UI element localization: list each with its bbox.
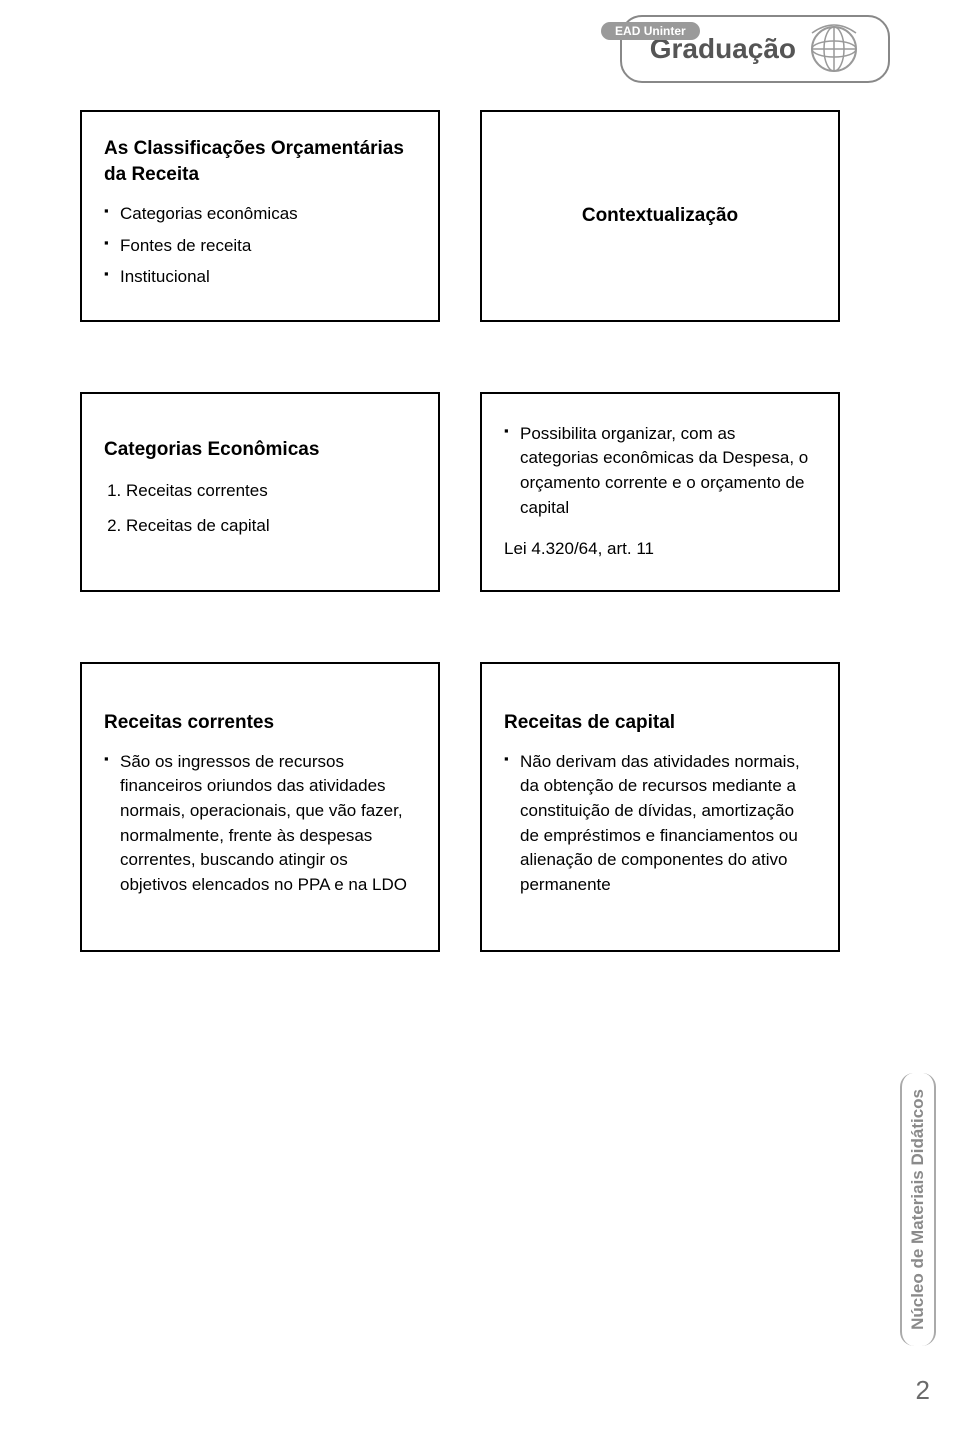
list-item: Receitas correntes — [126, 477, 416, 506]
row-2: Categorias Econômicas Receitas correntes… — [80, 392, 840, 592]
list-item: Receitas de capital — [126, 512, 416, 541]
slides-content: As Classificações Orçamentárias da Recei… — [80, 110, 840, 1022]
list-item: São os ingressos de recursos financeiros… — [104, 750, 416, 898]
page-header: EAD Uninter Graduação — [541, 15, 890, 83]
row-3: Receitas correntes São os ingressos de r… — [80, 662, 840, 952]
box-receitas-correntes: Receitas correntes São os ingressos de r… — [80, 662, 440, 952]
page-number: 2 — [916, 1375, 930, 1406]
list: Não derivam das atividades normais, da o… — [504, 750, 816, 904]
box-title: Contextualização — [504, 205, 816, 227]
list-item: Não derivam das atividades normais, da o… — [504, 750, 816, 898]
box-title: Receitas correntes — [104, 710, 416, 736]
list-item: Categorias econômicas — [104, 201, 416, 227]
row-1: As Classificações Orçamentárias da Recei… — [80, 110, 840, 322]
globe-icon — [808, 23, 860, 75]
ordered-list: Receitas correntes Receitas de capital — [104, 477, 416, 547]
box-receitas-capital: Receitas de capital Não derivam das ativ… — [480, 662, 840, 952]
list: São os ingressos de recursos financeiros… — [104, 750, 416, 904]
list: Possibilita organizar, com as categorias… — [504, 422, 816, 527]
box-title: As Classificações Orçamentárias da Recei… — [104, 136, 416, 187]
box-contextualization: Contextualização — [480, 110, 840, 322]
list-item: Fontes de receita — [104, 233, 416, 259]
sidebar-label: Núcleo de Materiais Didáticos — [900, 1073, 936, 1346]
box-classifications: As Classificações Orçamentárias da Recei… — [80, 110, 440, 322]
law-reference: Lei 4.320/64, art. 11 — [504, 536, 816, 562]
box-economic-categories: Categorias Econômicas Receitas correntes… — [80, 392, 440, 592]
ead-badge: EAD Uninter — [601, 22, 700, 40]
box-title: Receitas de capital — [504, 710, 816, 736]
list: Categorias econômicas Fontes de receita … — [104, 201, 416, 296]
list-item: Possibilita organizar, com as categorias… — [504, 422, 816, 521]
sidebar-text: Núcleo de Materiais Didáticos — [900, 1073, 936, 1346]
box-title: Categorias Econômicas — [104, 437, 416, 463]
box-law: Possibilita organizar, com as categorias… — [480, 392, 840, 592]
list-item: Institucional — [104, 264, 416, 290]
